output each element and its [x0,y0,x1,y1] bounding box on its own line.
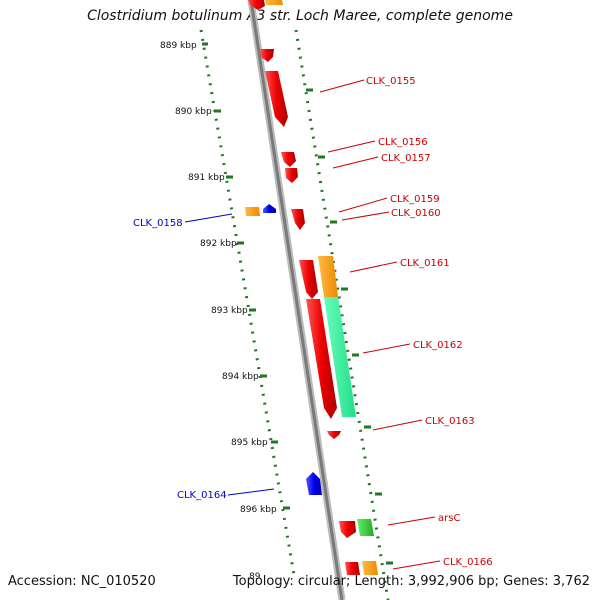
scale-label: 890 kbp [175,107,212,117]
scale-label: 893 kbp [211,306,248,316]
cog-features [245,0,378,575]
gene-feature[interactable] [281,152,296,167]
scale-label: 89 [249,572,261,582]
gene-label[interactable]: CLK_0162 [413,340,463,351]
gene-feature[interactable] [263,204,276,213]
gene-feature[interactable] [339,521,356,538]
gene-labels: CLK_0155 CLK_0156 CLK_0157 CLK_0159 CLK_… [133,76,493,568]
scale-label: 891 kbp [188,173,225,183]
cog-box [357,519,374,536]
gene-feature[interactable] [265,71,288,127]
scale-label: 895 kbp [231,438,268,448]
gene-feature[interactable] [327,431,341,439]
cog-box [362,561,378,575]
gene-label[interactable]: CLK_0164 [177,490,227,501]
map-title: Clostridium botulinum A3 str. Loch Maree… [87,8,513,24]
scale-labels: 889 kbp 890 kbp 891 kbp 892 kbp 893 kbp … [160,41,277,582]
gene-feature[interactable] [306,472,322,495]
genome-backbone [247,0,346,600]
cog-box [318,256,338,297]
gene-feature[interactable] [248,0,265,10]
gene-label[interactable]: CLK_0163 [425,416,475,427]
cog-box [324,297,356,417]
gene-feature[interactable] [260,49,274,62]
gene-label[interactable]: CLK_0155 [366,76,416,87]
cog-box [265,0,283,5]
topology-text: Topology: circular; Length: 3,992,906 bp… [232,574,590,589]
gene-label[interactable]: CLK_0158 [133,218,183,229]
scale-label: 896 kbp [240,505,277,515]
scale-label: 892 kbp [200,239,237,249]
gene-label[interactable]: arsC [438,513,460,524]
gene-label[interactable]: CLK_0159 [390,194,440,205]
label-connectors [184,79,441,570]
cog-box [245,207,260,216]
gene-feature[interactable] [299,260,318,299]
scale-label: 894 kbp [222,372,259,382]
scale-ticks [202,42,393,565]
gene-feature[interactable] [345,562,360,575]
gene-feature[interactable] [291,209,305,230]
scale-dots-inner [199,29,296,576]
scale-dots-outer [294,29,390,600]
scale-label: 889 kbp [160,41,197,51]
gene-label[interactable]: CLK_0160 [391,208,441,219]
forward-genes [248,0,360,575]
gene-feature[interactable] [285,168,298,183]
reverse-genes [263,204,322,495]
gene-label[interactable]: CLK_0156 [378,137,428,148]
gene-label[interactable]: CLK_0166 [443,557,493,568]
gene-label[interactable]: CLK_0157 [381,153,431,164]
accession-text: Accession: NC_010520 [8,574,156,589]
gene-feature[interactable] [306,299,337,419]
gene-label[interactable]: CLK_0161 [400,258,450,269]
